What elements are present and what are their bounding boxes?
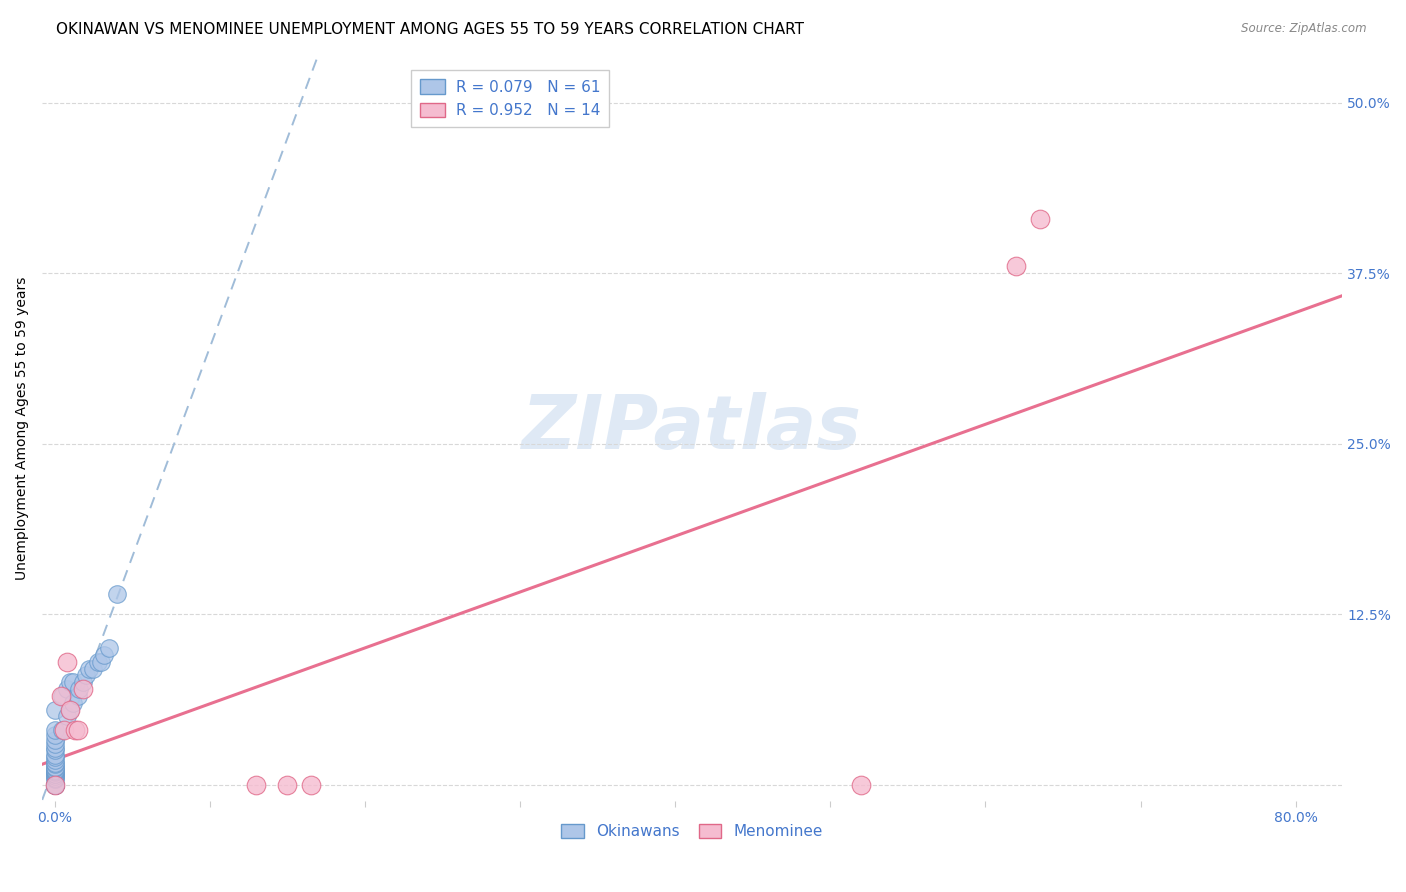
Point: [44, 761, 66, 775]
Point: [44, 778, 66, 792]
Point: [44, 764, 66, 778]
Point: [72, 682, 94, 697]
Point: [44, 737, 66, 751]
Point: [44, 778, 66, 792]
Point: [44, 778, 66, 792]
Point: [97, 641, 120, 656]
Point: [299, 778, 322, 792]
Point: [44, 747, 66, 762]
Legend: Okinawans, Menominee: Okinawans, Menominee: [555, 818, 830, 846]
Point: [51, 723, 73, 737]
Point: [44, 778, 66, 792]
Point: [82, 662, 104, 676]
Point: [44, 778, 66, 792]
Point: [44, 743, 66, 757]
Point: [44, 766, 66, 780]
Point: [77, 662, 100, 676]
Point: [44, 778, 66, 792]
Point: [44, 702, 66, 716]
Point: [59, 675, 82, 690]
Point: [44, 723, 66, 737]
Point: [63, 723, 86, 737]
Point: [44, 760, 66, 774]
Y-axis label: Unemployment Among Ages 55 to 59 years: Unemployment Among Ages 55 to 59 years: [15, 277, 30, 580]
Text: ZIPatlas: ZIPatlas: [522, 392, 862, 465]
Point: [44, 771, 66, 785]
Point: [44, 778, 66, 792]
Point: [44, 778, 66, 792]
Point: [44, 778, 66, 792]
Point: [44, 756, 66, 770]
Point: [44, 778, 66, 792]
Point: [56, 655, 79, 669]
Point: [44, 778, 66, 792]
Point: [44, 778, 66, 792]
Point: [44, 763, 66, 777]
Point: [44, 757, 66, 772]
Point: [276, 778, 298, 792]
Point: [1029, 211, 1052, 226]
Point: [62, 675, 84, 690]
Point: [75, 668, 97, 682]
Point: [44, 740, 66, 755]
Point: [87, 655, 110, 669]
Point: [51, 689, 73, 703]
Point: [44, 778, 66, 792]
Point: [245, 778, 267, 792]
Point: [66, 689, 89, 703]
Point: [44, 778, 66, 792]
Point: [44, 753, 66, 767]
Point: [44, 772, 66, 786]
Point: [1005, 260, 1028, 274]
Point: [90, 655, 112, 669]
Point: [44, 766, 66, 780]
Point: [66, 723, 89, 737]
Point: [62, 696, 84, 710]
Point: [93, 648, 115, 662]
Point: [49, 689, 72, 703]
Point: [44, 750, 66, 764]
Point: [44, 778, 66, 792]
Point: [44, 732, 66, 747]
Point: [52, 723, 75, 737]
Point: [44, 778, 66, 792]
Point: [44, 769, 66, 783]
Text: Source: ZipAtlas.com: Source: ZipAtlas.com: [1241, 22, 1367, 36]
Point: [44, 778, 66, 792]
Point: [851, 778, 873, 792]
Point: [56, 709, 79, 723]
Point: [59, 702, 82, 716]
Point: [59, 702, 82, 716]
Point: [44, 778, 66, 792]
Point: [44, 765, 66, 780]
Text: OKINAWAN VS MENOMINEE UNEMPLOYMENT AMONG AGES 55 TO 59 YEARS CORRELATION CHART: OKINAWAN VS MENOMINEE UNEMPLOYMENT AMONG…: [56, 22, 804, 37]
Point: [44, 778, 66, 792]
Point: [44, 778, 66, 792]
Point: [72, 675, 94, 690]
Point: [44, 778, 66, 792]
Point: [44, 728, 66, 742]
Point: [56, 682, 79, 697]
Point: [105, 587, 128, 601]
Point: [67, 682, 90, 697]
